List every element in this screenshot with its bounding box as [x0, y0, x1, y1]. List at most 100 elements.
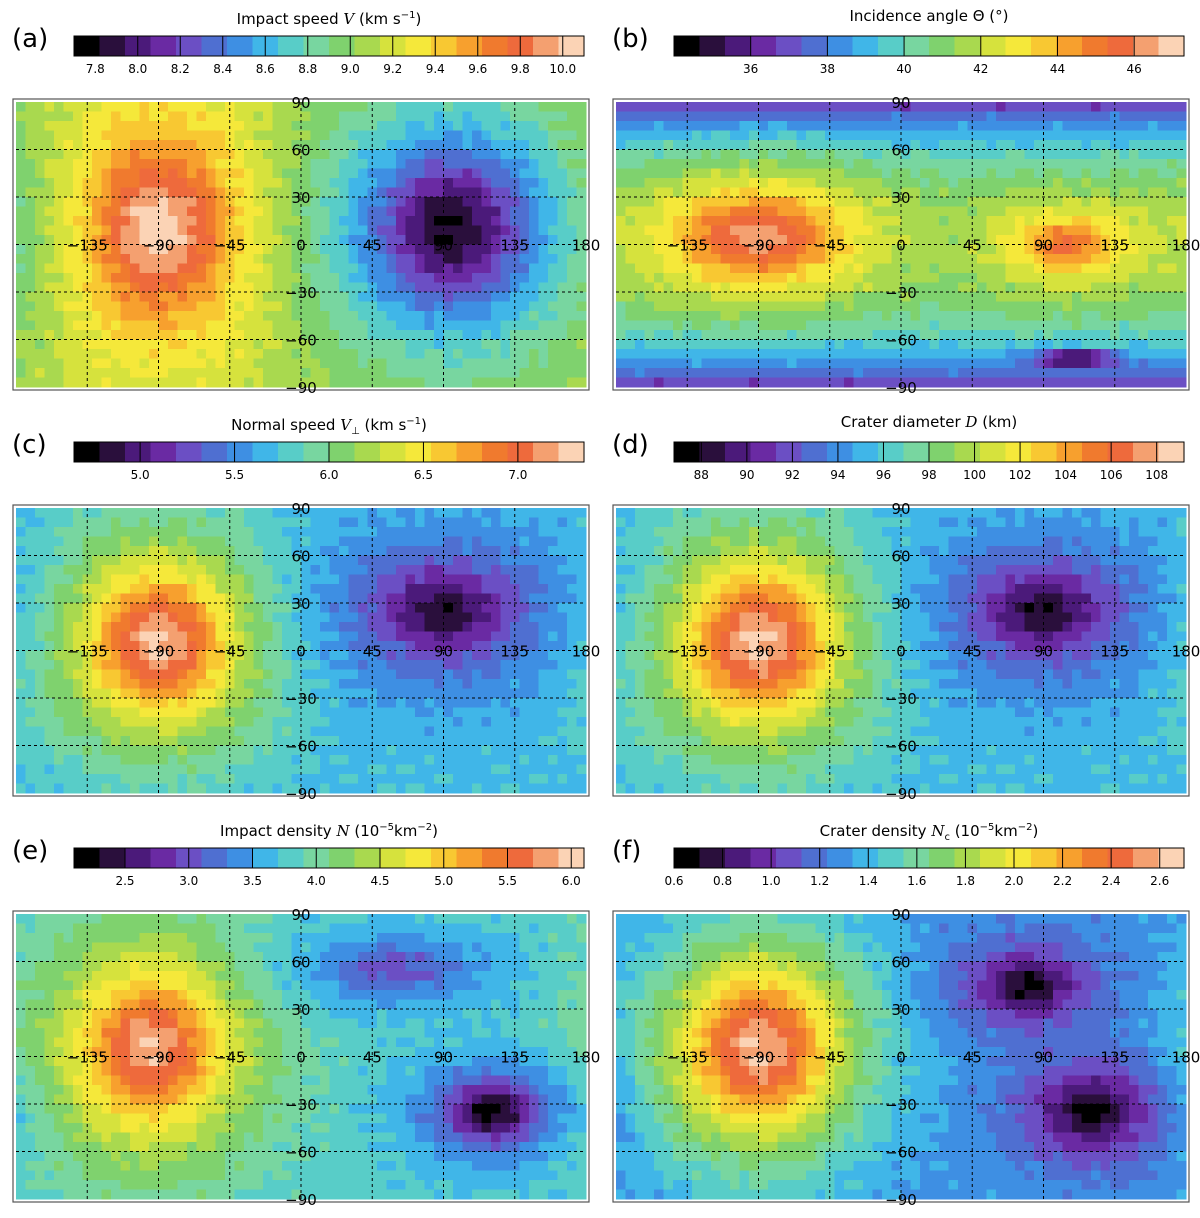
heatmap-cell: [625, 358, 636, 369]
heatmap-cell: [348, 679, 359, 689]
heatmap-cell: [834, 178, 845, 188]
heatmap-cell: [348, 641, 359, 651]
heatmap-cell: [815, 263, 826, 274]
heatmap-cell: [291, 121, 302, 131]
heatmap-cell: [73, 679, 83, 689]
heatmap-cell: [815, 339, 826, 350]
heatmap-cell: [130, 565, 140, 575]
heatmap-cell: [396, 377, 406, 388]
heatmap-cell: [206, 660, 216, 670]
heatmap-cell: [720, 187, 731, 198]
heatmap-cell: [472, 320, 482, 331]
heatmap-cell: [644, 178, 655, 188]
heatmap-cell: [177, 159, 188, 169]
heatmap-cell: [206, 130, 216, 141]
heatmap-cell: [948, 140, 959, 150]
heatmap-cell: [44, 330, 55, 340]
heatmap-cell: [415, 311, 425, 321]
heatmap-cell: [1176, 216, 1187, 226]
heatmap-cell: [443, 263, 454, 274]
heatmap-cell: [481, 282, 492, 293]
heatmap-cell: [253, 187, 264, 198]
heatmap-cell: [834, 320, 845, 331]
heatmap-cell: [720, 149, 731, 160]
heatmap-cell: [872, 235, 883, 245]
heatmap-cell: [567, 159, 577, 169]
heatmap-cell: [701, 149, 712, 160]
heatmap-cell: [44, 555, 55, 566]
heatmap-cell: [377, 669, 387, 680]
colorbar-swatch: [176, 36, 203, 56]
heatmap-cell: [377, 121, 387, 131]
heatmap-cell: [44, 206, 55, 217]
heatmap-cell: [663, 102, 674, 112]
heatmap-cell: [538, 149, 549, 160]
heatmap-cell: [168, 603, 178, 613]
heatmap-cell: [1157, 197, 1168, 207]
heatmap-cell: [367, 311, 378, 321]
heatmap-cell: [44, 688, 55, 699]
heatmap-cell: [25, 225, 36, 236]
heatmap-cell: [538, 282, 549, 293]
heatmap-cell: [405, 631, 416, 642]
heatmap-cell: [215, 339, 226, 350]
heatmap-cell: [158, 168, 169, 179]
heatmap-cell: [443, 121, 454, 131]
heatmap-cell: [263, 368, 273, 378]
heatmap-cell: [1119, 358, 1130, 369]
heatmap-cell: [739, 320, 750, 331]
heatmap-cell: [863, 102, 873, 112]
heatmap-cell: [777, 225, 788, 236]
heatmap-cell: [25, 669, 36, 680]
heatmap-cell: [644, 263, 655, 274]
heatmap-cell: [834, 225, 845, 236]
heatmap-cell: [168, 273, 178, 283]
heatmap-cell: [796, 320, 807, 331]
heatmap-cell: [863, 140, 873, 150]
heatmap-cell: [63, 688, 74, 699]
heatmap-cell: [1157, 330, 1168, 340]
heatmap-cell: [130, 584, 140, 594]
heatmap-cell: [529, 168, 539, 179]
heatmap-cell: [263, 225, 273, 236]
longitude-label: 90: [434, 237, 453, 255]
heatmap-cell: [320, 603, 330, 613]
heatmap-cell: [424, 660, 435, 670]
heatmap-cell: [415, 292, 425, 302]
heatmap-cell: [872, 121, 883, 131]
heatmap-cell: [396, 508, 406, 518]
heatmap-cell: [920, 140, 930, 150]
heatmap-cell: [654, 225, 664, 236]
heatmap-cell: [120, 631, 131, 642]
heatmap-cell: [472, 339, 482, 350]
heatmap-cell: [301, 320, 311, 331]
heatmap-cell: [225, 244, 235, 255]
heatmap-cell: [1100, 282, 1111, 293]
heatmap-cell: [149, 330, 159, 340]
heatmap-cell: [348, 536, 359, 547]
heatmap-cell: [310, 358, 321, 369]
heatmap-cell: [796, 159, 807, 169]
heatmap-cell: [519, 244, 530, 255]
heatmap-cell: [491, 603, 501, 613]
heatmap-cell: [63, 102, 74, 112]
heatmap-cell: [462, 244, 473, 255]
heatmap-cell: [215, 301, 226, 312]
heatmap-cell: [720, 140, 731, 150]
heatmap-cell: [635, 320, 645, 331]
heatmap-cell: [16, 197, 26, 207]
heatmap-cell: [310, 159, 321, 169]
heatmap-cell: [73, 102, 83, 112]
heatmap-cell: [1119, 244, 1130, 255]
heatmap-cell: [548, 168, 558, 179]
heatmap-cell: [996, 339, 1006, 350]
heatmap-cell: [481, 102, 492, 112]
heatmap-cell: [576, 368, 587, 378]
heatmap-cell: [54, 339, 64, 350]
heatmap-cell: [291, 225, 302, 236]
heatmap-cell: [25, 282, 36, 293]
heatmap-cell: [377, 349, 387, 359]
heatmap-cell: [16, 244, 26, 255]
heatmap-cell: [358, 358, 368, 369]
heatmap-cell: [673, 206, 683, 217]
